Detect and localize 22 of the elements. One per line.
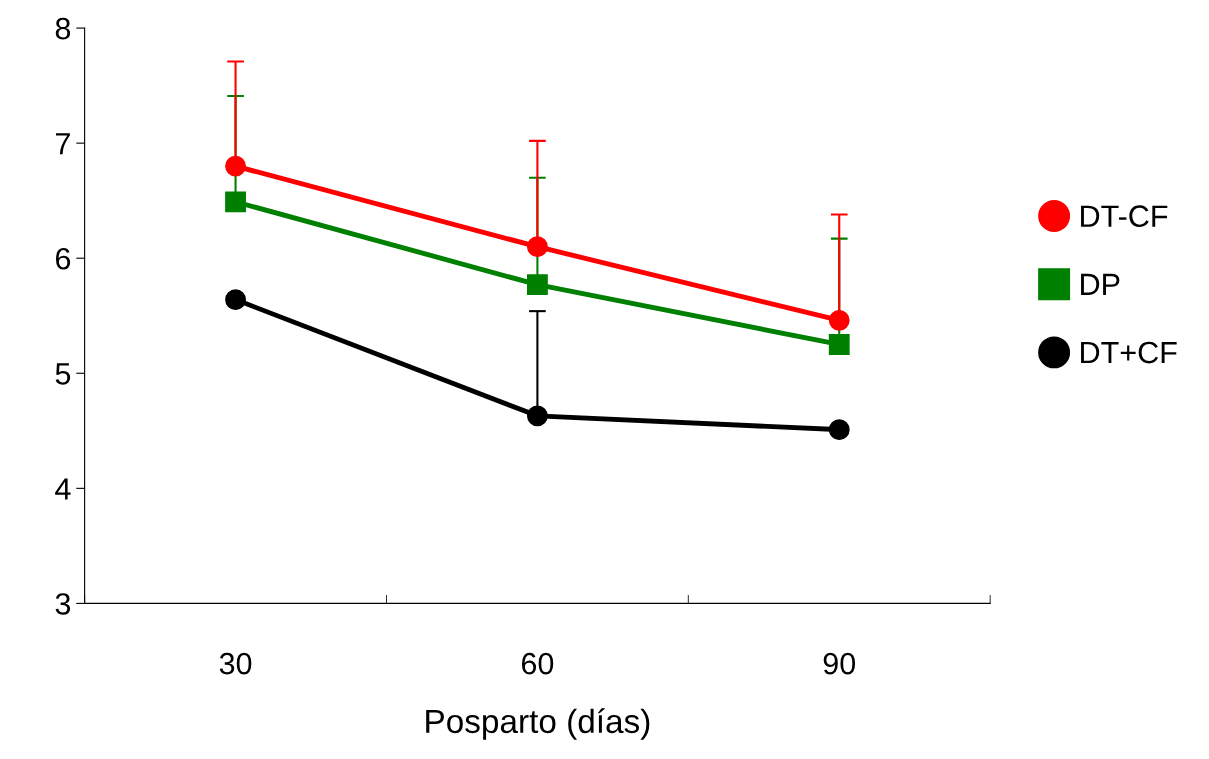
y-tick-label: 3 [55,593,71,615]
legend-label: DP [1081,273,1120,295]
x-tick-label: 30 [219,652,252,675]
point [828,419,850,441]
point [225,289,246,311]
y-tick-label: 6 [56,247,71,270]
point [828,334,850,355]
x-axis-title: Posparto (días) [426,708,650,740]
point [526,236,548,258]
y-tick-label: 5 [55,363,71,385]
x-tick-label: 90 [823,652,856,675]
point [526,405,548,427]
point [828,309,850,331]
y-tick-label: 4 [55,478,71,500]
y-tick-label: 8 [55,17,71,40]
point [225,155,246,177]
x-tick-label: 60 [521,652,554,675]
legend-label: DT-CF [1081,205,1168,227]
point [225,191,246,213]
legend-label: DT+CF [1081,341,1177,364]
y-tick-label: 7 [56,133,70,155]
point [526,274,548,296]
